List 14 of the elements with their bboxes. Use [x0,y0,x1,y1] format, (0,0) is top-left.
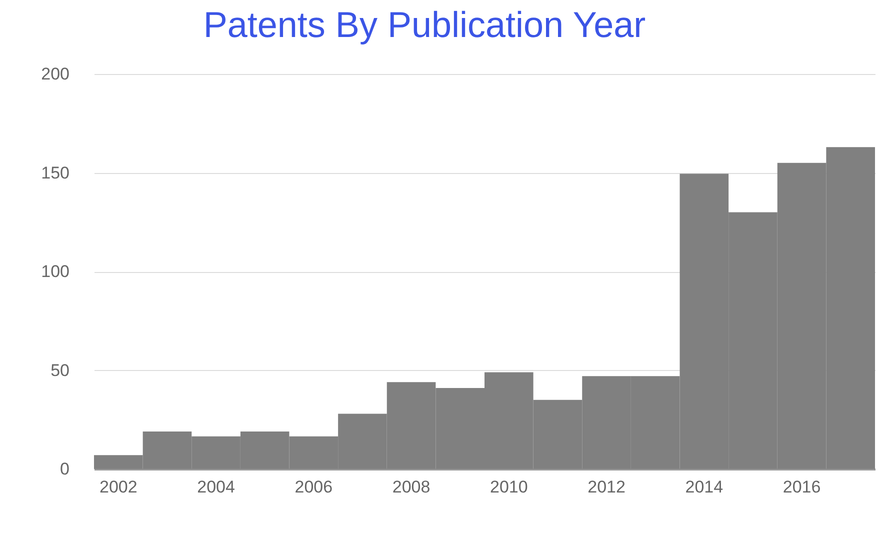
x-tick-label: 2014 [685,478,724,496]
x-tick-label: 2002 [99,478,138,496]
y-tick-label: 0 [60,460,70,478]
y-tick-label: 100 [41,262,70,281]
x-tick-label: 2006 [294,478,333,496]
x-tick-label: 2004 [197,478,235,496]
x-tick-label: 2012 [588,478,626,496]
x-tick-label: 2008 [392,478,430,496]
y-tick-label: 150 [41,163,70,182]
y-tick-label: 200 [41,64,70,84]
chart-title: Patents By Publication Year [203,4,646,45]
y-tick-label: 50 [50,360,70,380]
x-tick-label: 2010 [490,478,528,496]
x-tick-label: 2016 [782,478,821,496]
